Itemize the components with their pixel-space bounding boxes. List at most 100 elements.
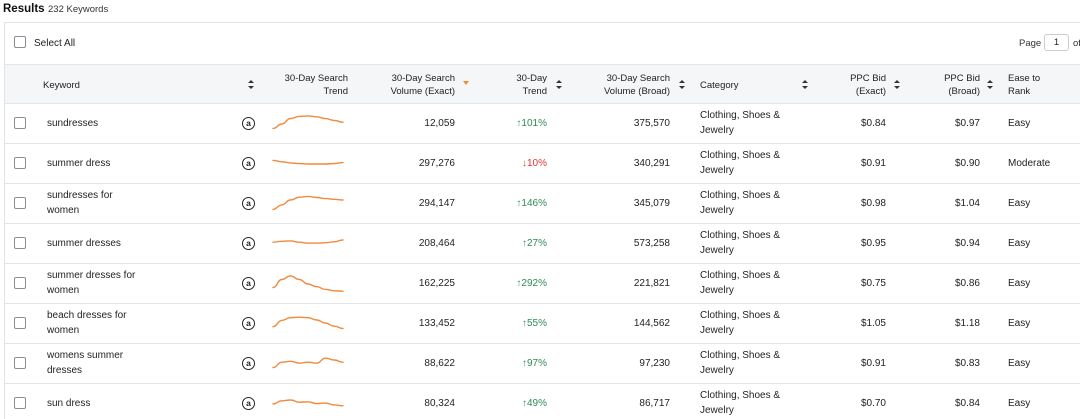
keyword-cell[interactable]: sundresses for women	[47, 189, 157, 218]
col-header-search-trend[interactable]: 30-Day Search Trend	[265, 72, 348, 98]
volume-broad-cell: 345,079	[633, 198, 670, 209]
amazon-logo-icon[interactable]: a	[242, 237, 255, 250]
sort-icon[interactable]	[679, 80, 685, 90]
row-checkbox[interactable]	[14, 237, 26, 249]
arrow-up-icon: ↑	[521, 238, 527, 249]
volume-broad-cell: 221,821	[633, 278, 670, 289]
ease-cell: Easy	[1008, 118, 1031, 129]
col-header-line: (Exact)	[855, 86, 886, 97]
ppc-exact-cell: $0.98	[860, 198, 886, 209]
col-header-line: PPC Bid	[850, 73, 886, 84]
sort-descending-icon[interactable]	[463, 81, 469, 86]
sort-icon[interactable]	[248, 80, 254, 90]
col-header-ease[interactable]: Ease to Rank	[1008, 72, 1040, 98]
sparkline-path	[272, 399, 344, 407]
amazon-logo-icon[interactable]: a	[242, 317, 255, 330]
col-header-volume-broad[interactable]: 30-Day Search Volume (Broad)	[580, 72, 670, 98]
col-header-trend[interactable]: 30-Day Trend	[495, 72, 547, 98]
category-line: Jewelry	[700, 324, 734, 336]
keyword-cell[interactable]: summer dresses for women	[47, 269, 157, 298]
sort-icon[interactable]	[894, 80, 900, 90]
volume-broad-cell: 97,230	[639, 358, 670, 369]
table-row[interactable]: sun dress a 80,324 ↑49% 86,717 Clothing,…	[5, 384, 1080, 419]
col-header-volume-exact[interactable]: 30-Day Search Volume (Exact)	[365, 72, 455, 98]
keyword-cell[interactable]: sundresses	[47, 117, 157, 132]
select-all-checkbox[interactable]	[14, 36, 26, 48]
row-checkbox[interactable]	[14, 197, 26, 209]
category-cell: Clothing, Shoes & Jewelry	[700, 269, 810, 298]
category-line: Clothing, Shoes &	[700, 310, 781, 321]
select-all-label[interactable]: Select All	[34, 38, 76, 49]
table-row[interactable]: sundresses a 12,059 ↑101% 375,570 Clothi…	[5, 104, 1080, 144]
sort-icon[interactable]	[987, 80, 993, 90]
volume-exact-cell: 208,464	[418, 238, 455, 249]
amazon-logo-icon[interactable]: a	[242, 197, 255, 210]
table-row[interactable]: summer dresses a 208,464 ↑27% 573,258 Cl…	[5, 224, 1080, 264]
volume-exact-cell: 162,225	[418, 278, 455, 289]
search-trend-sparkline	[272, 275, 344, 292]
row-checkbox[interactable]	[14, 117, 26, 129]
col-header-keyword[interactable]: Keyword	[43, 80, 80, 91]
table-row[interactable]: summer dress a 297,276 ↓10% 340,291 Clot…	[5, 144, 1080, 184]
keyword-cell[interactable]: beach dresses for women	[47, 309, 157, 338]
sparkline-path	[272, 159, 344, 165]
ease-cell: Easy	[1008, 398, 1031, 409]
keyword-line: sundresses for	[47, 190, 113, 201]
volume-exact-cell: 80,324	[424, 398, 455, 409]
col-header-category[interactable]: Category	[700, 80, 739, 91]
search-trend-sparkline	[272, 357, 344, 369]
amazon-logo-icon[interactable]: a	[242, 157, 255, 170]
category-line: Clothing, Shoes &	[700, 110, 781, 121]
sort-icon[interactable]	[802, 80, 808, 90]
keyword-line: summer dresses for	[47, 270, 136, 281]
col-header-ppc-broad[interactable]: PPC Bid (Broad)	[920, 72, 980, 98]
row-checkbox[interactable]	[14, 317, 26, 329]
category-line: Clothing, Shoes &	[700, 350, 781, 361]
ppc-broad-cell: $0.86	[954, 278, 980, 289]
category-line: Clothing, Shoes &	[700, 390, 781, 401]
sort-icon[interactable]	[556, 80, 562, 90]
keyword-cell[interactable]: summer dress	[47, 157, 157, 172]
row-checkbox[interactable]	[14, 157, 26, 169]
ppc-exact-cell: $0.95	[860, 238, 886, 249]
table-row[interactable]: womens summer dresses a 88,622 ↑97% 97,23…	[5, 344, 1080, 384]
category-line: Clothing, Shoes &	[700, 270, 781, 281]
keyword-cell[interactable]: summer dresses	[47, 237, 157, 252]
sparkline-path	[272, 316, 344, 330]
row-checkbox[interactable]	[14, 357, 26, 369]
page-number-input[interactable]: 1	[1044, 34, 1069, 51]
col-header-line: Volume (Broad)	[603, 86, 670, 97]
trend-value: 10%	[526, 158, 547, 169]
ppc-exact-cell: $0.70	[860, 398, 886, 409]
results-bar: Results 232 Keywords	[0, 0, 1080, 22]
category-cell: Clothing, Shoes & Jewelry	[700, 349, 810, 378]
keyword-line: summer dresses	[47, 238, 121, 249]
ppc-broad-cell: $0.84	[954, 398, 980, 409]
row-checkbox[interactable]	[14, 277, 26, 289]
search-trend-sparkline	[272, 399, 344, 407]
table-row[interactable]: beach dresses for women a 133,452 ↑55% 14…	[5, 304, 1080, 344]
trend-value: 97%	[526, 358, 547, 369]
amazon-logo-icon[interactable]: a	[242, 357, 255, 370]
results-table: Select All Page 1 of Keyword 30-Day Sear…	[4, 22, 1080, 419]
ppc-exact-cell: $0.91	[860, 158, 886, 169]
amazon-logo-icon[interactable]: a	[242, 117, 255, 130]
ppc-broad-cell: $0.83	[954, 358, 980, 369]
category-line: Jewelry	[700, 284, 734, 296]
keyword-cell[interactable]: womens summer dresses	[47, 349, 157, 378]
trend-cell: ↑292%	[493, 277, 547, 292]
trend-value: 146%	[521, 198, 547, 209]
keyword-cell[interactable]: sun dress	[47, 397, 157, 412]
col-header-line: 30-Day Search	[606, 73, 670, 84]
volume-exact-cell: 88,622	[424, 358, 455, 369]
row-checkbox[interactable]	[14, 397, 26, 409]
ppc-exact-cell: $0.75	[860, 278, 886, 289]
category-line: Jewelry	[700, 404, 734, 416]
amazon-logo-icon[interactable]: a	[242, 397, 255, 410]
ppc-exact-cell: $0.91	[860, 358, 886, 369]
col-header-ppc-exact[interactable]: PPC Bid (Exact)	[825, 72, 886, 98]
amazon-logo-icon[interactable]: a	[242, 277, 255, 290]
volume-exact-cell: 133,452	[418, 318, 455, 329]
table-row[interactable]: summer dresses for women a 162,225 ↑292% …	[5, 264, 1080, 304]
table-row[interactable]: sundresses for women a 294,147 ↑146% 345,…	[5, 184, 1080, 224]
